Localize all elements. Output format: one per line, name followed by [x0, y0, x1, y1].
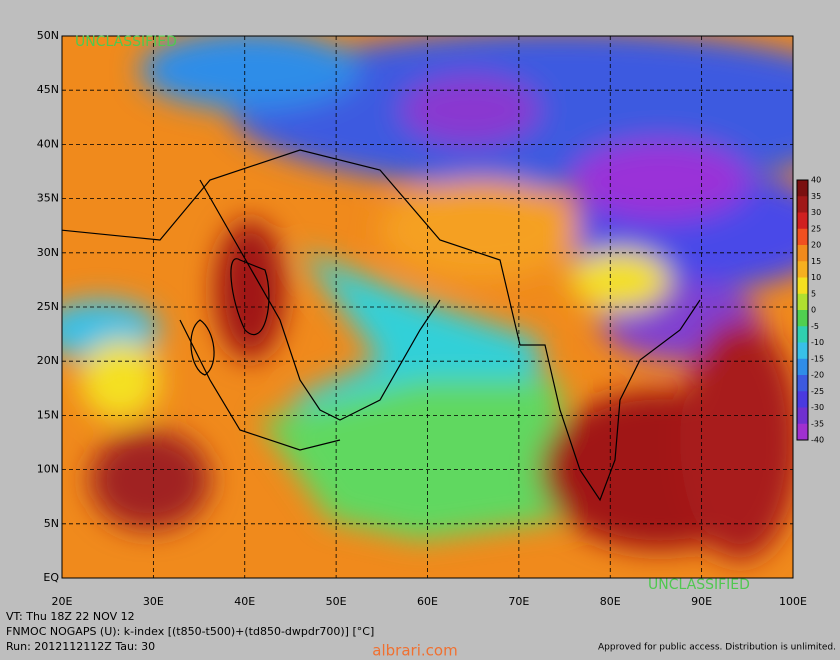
- footer-line: VT: Thu 18Z 22 NOV 12: [6, 610, 135, 623]
- colorbar-label: 25: [811, 224, 821, 233]
- colorbar-label: 35: [811, 192, 821, 201]
- colorbar-label: 5: [811, 289, 816, 298]
- colorbar-swatch: [797, 180, 808, 197]
- colorbar-label: -10: [811, 338, 824, 347]
- colorbar-swatch: [797, 245, 808, 262]
- colorbar-swatch: [797, 196, 808, 213]
- colorbar-swatch: [797, 310, 808, 327]
- lat-label: 45N: [37, 83, 59, 96]
- graticule: [62, 36, 793, 578]
- colorbar-swatch: [797, 212, 808, 230]
- colorbar-label: -20: [811, 371, 824, 380]
- lat-label: 20N: [37, 354, 59, 367]
- colorbar-frame: [796, 179, 809, 441]
- colorbar-swatch: [797, 342, 808, 360]
- lon-label: 80E: [600, 595, 621, 608]
- lat-label: 50N: [37, 29, 59, 42]
- lat-label: 30N: [37, 246, 59, 259]
- colorbar-swatch: [797, 407, 808, 425]
- lon-label: 70E: [508, 595, 529, 608]
- colorbar-swatch: [797, 326, 808, 343]
- colorbar-label: 30: [811, 208, 821, 217]
- colorbar-label: 0: [811, 306, 816, 315]
- colorbar-swatch: [797, 375, 808, 392]
- colorbar-label: -40: [811, 436, 824, 445]
- colorbar-swatch: [797, 277, 808, 295]
- field: [62, 36, 793, 578]
- lat-label: 5N: [44, 517, 59, 530]
- colorbar-label: -30: [811, 403, 824, 412]
- lon-label: 30E: [143, 595, 164, 608]
- lon-label: 90E: [691, 595, 712, 608]
- lat-label: 15N: [37, 408, 59, 421]
- colorbar-label: -15: [811, 354, 824, 363]
- footer-line: FNMOC NOGAPS (U): k-index [(t850-t500)+(…: [6, 625, 374, 638]
- footer-line: Run: 2012112112Z Tau: 30: [6, 640, 155, 653]
- colorbar-swatch: [797, 391, 808, 408]
- colorbar-label: -25: [811, 387, 824, 396]
- lat-label: EQ: [43, 571, 59, 584]
- colorbar-swatch: [797, 423, 808, 441]
- watermark: albrari.com: [372, 642, 457, 660]
- colorbar-swatch: [797, 293, 808, 311]
- classification-bottom: UNCLASSIFIED: [648, 577, 750, 593]
- lon-label: 60E: [417, 595, 438, 608]
- colorbar-swatch: [797, 228, 808, 246]
- lat-label: 35N: [37, 192, 59, 205]
- colorbar-swatch: [797, 261, 808, 278]
- lat-label: 10N: [37, 463, 59, 476]
- colorbar-label: 10: [811, 273, 821, 282]
- lon-label: 20E: [52, 595, 73, 608]
- lon-label: 40E: [234, 595, 255, 608]
- lat-label: 40N: [37, 137, 59, 150]
- colorbar-label: -35: [811, 419, 824, 428]
- lon-label: 50E: [326, 595, 347, 608]
- classification-top: UNCLASSIFIED: [75, 34, 177, 50]
- colorbar: 40 35 30 25 20 15 10 5 0 -5 -10 -15 -20 -25 -30 -35 -40: [796, 176, 824, 445]
- approval-note: Approved for public access. Distribution…: [598, 643, 836, 653]
- lat-label: 25N: [37, 300, 59, 313]
- colorbar-label: 15: [811, 257, 821, 266]
- lon-label: 100E: [779, 595, 807, 608]
- colorbar-label: 40: [811, 176, 821, 185]
- colorbar-label: 20: [811, 241, 821, 250]
- colorbar-swatch: [797, 358, 808, 376]
- colorbar-label: -5: [811, 322, 819, 331]
- coastlines: [62, 149, 701, 502]
